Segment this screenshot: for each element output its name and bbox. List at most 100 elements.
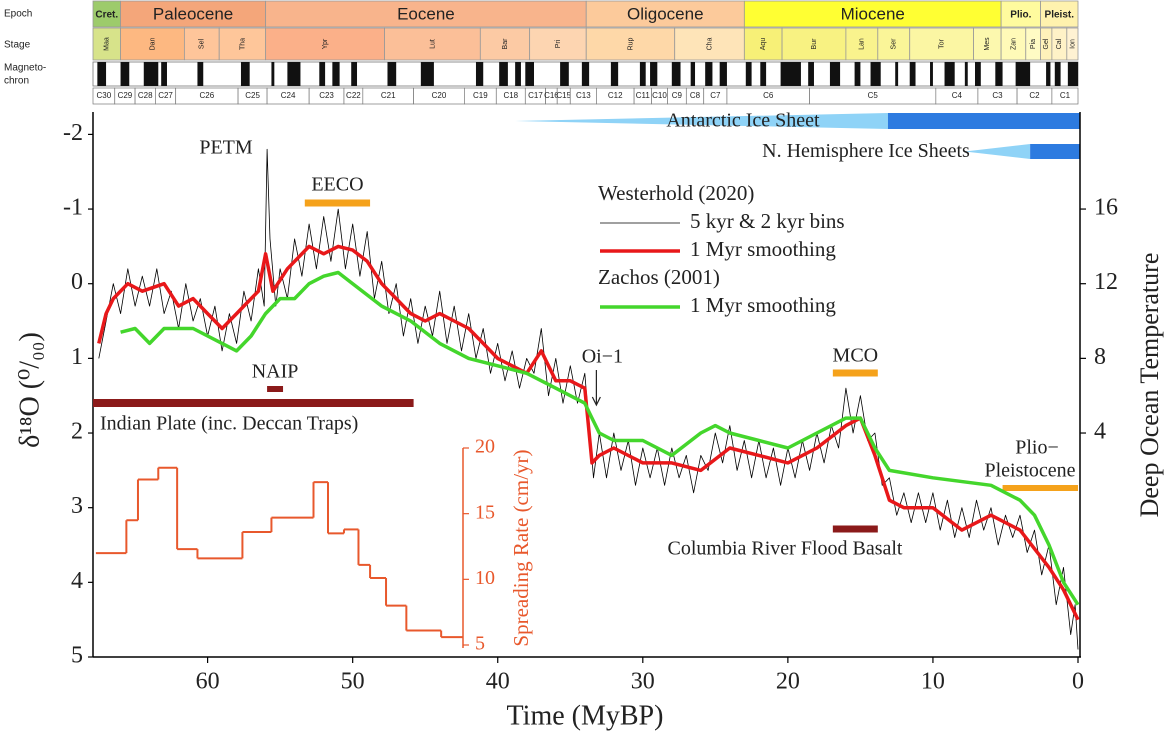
stage-cell bbox=[973, 27, 1002, 61]
normal-polarity bbox=[964, 62, 968, 86]
normal-polarity bbox=[332, 62, 340, 86]
normal-polarity bbox=[475, 62, 484, 86]
stage-cell bbox=[781, 27, 847, 61]
chron-label: C13 bbox=[576, 91, 591, 100]
stage-label: Cha bbox=[706, 37, 713, 50]
event-label: Indian Plate (inc. Deccan Traps) bbox=[100, 413, 358, 435]
event-bar bbox=[93, 399, 414, 407]
chron-label: C22 bbox=[346, 91, 361, 100]
normal-polarity bbox=[975, 62, 981, 86]
epoch-cell bbox=[120, 0, 267, 28]
stage-label: Pri bbox=[555, 39, 562, 48]
stage-label: Dan bbox=[149, 37, 156, 50]
epoch-cell bbox=[1040, 0, 1079, 28]
normal-polarity bbox=[1046, 62, 1051, 86]
stage-cell bbox=[479, 27, 531, 61]
normal-polarity bbox=[760, 62, 767, 86]
chron-label: C26 bbox=[200, 91, 215, 100]
chron-label: C17 bbox=[528, 91, 543, 100]
event-bar bbox=[304, 199, 371, 207]
stage-label: Gel bbox=[1043, 38, 1050, 49]
timescale-row-label: Magneto- bbox=[4, 63, 46, 74]
chron-label: C15 bbox=[556, 91, 571, 100]
epoch-label: Plio. bbox=[1010, 10, 1031, 21]
normal-polarity bbox=[560, 62, 569, 86]
normal-polarity bbox=[1054, 62, 1061, 86]
ice-sheet-growing bbox=[964, 144, 1031, 159]
x-tick-label: 30 bbox=[631, 669, 655, 695]
y-tick-label: -2 bbox=[63, 120, 83, 146]
timescale-row-label: Stage bbox=[4, 40, 31, 51]
chron-label: C6 bbox=[763, 91, 774, 100]
inset-tick-label: 5 bbox=[475, 633, 485, 655]
stage-cell bbox=[265, 27, 385, 61]
chron-label: C10 bbox=[652, 91, 667, 100]
y-tick-label: -1 bbox=[63, 195, 83, 221]
stage-cell bbox=[384, 27, 481, 61]
x-tick-label: 60 bbox=[196, 669, 220, 695]
inset-tick-label: 15 bbox=[475, 501, 495, 523]
epoch-label: Pleist. bbox=[1045, 10, 1075, 21]
normal-polarity bbox=[197, 62, 204, 86]
stage-label: Zan bbox=[1010, 38, 1017, 50]
chron-label: C19 bbox=[473, 91, 488, 100]
stage-label: Lut bbox=[429, 39, 436, 49]
y2-axis-title: Deep Ocean Temperature bbox=[1135, 253, 1164, 518]
normal-polarity bbox=[515, 62, 521, 86]
epoch-cell bbox=[265, 0, 587, 28]
chron-label: C11 bbox=[636, 91, 651, 100]
normal-polarity bbox=[387, 62, 397, 86]
normal-polarity bbox=[1015, 62, 1031, 86]
event-bar bbox=[267, 386, 284, 392]
normal-polarity bbox=[271, 62, 275, 86]
stage-label: Mes bbox=[984, 37, 991, 51]
x-tick-label: 40 bbox=[486, 669, 510, 695]
chron-label: C2 bbox=[1029, 91, 1040, 100]
normal-polarity bbox=[420, 62, 434, 86]
y-tick-label: 0 bbox=[71, 269, 83, 295]
normal-polarity bbox=[930, 62, 933, 86]
normal-polarity bbox=[690, 62, 696, 86]
timescale-row-label: chron bbox=[4, 76, 29, 87]
chron-label: C27 bbox=[158, 91, 173, 100]
normal-polarity bbox=[870, 62, 881, 86]
epoch-cell bbox=[743, 0, 1002, 28]
stage-label: Tha bbox=[239, 38, 246, 50]
chron-label: C3 bbox=[992, 91, 1003, 100]
stage-cell bbox=[845, 27, 879, 61]
normal-polarity bbox=[351, 62, 358, 86]
normal-polarity bbox=[499, 62, 508, 86]
chron-label: C7 bbox=[710, 91, 721, 100]
epoch-label: Oligocene bbox=[627, 4, 704, 23]
chron-label: C5 bbox=[868, 91, 879, 100]
stage-label: Aqu bbox=[760, 38, 767, 51]
y-tick-label: 1 bbox=[71, 344, 83, 370]
ice-sheet-label: Antarctic Ice Sheet bbox=[666, 110, 820, 132]
stage-cell bbox=[1066, 27, 1079, 61]
oi1-arrow-head bbox=[591, 396, 601, 407]
stage-label: Ion bbox=[1069, 39, 1076, 49]
chron-label: C25 bbox=[245, 91, 260, 100]
normal-polarity bbox=[719, 62, 727, 86]
legend-label: 1 Myr smoothing bbox=[690, 237, 836, 261]
event-label: EECO bbox=[311, 174, 363, 196]
event-bar bbox=[832, 525, 878, 533]
normal-polarity bbox=[780, 62, 801, 86]
normal-polarity bbox=[161, 62, 167, 86]
stage-label: Sel bbox=[199, 39, 206, 50]
event-label: NAIP bbox=[252, 361, 299, 383]
normal-polarity bbox=[829, 62, 841, 86]
event-label: Columbia River Flood Basalt bbox=[668, 538, 903, 560]
timescale-row-label: Epoch bbox=[4, 9, 32, 20]
x-tick-label: 50 bbox=[341, 669, 365, 695]
y-tick-label: 4 bbox=[71, 568, 83, 594]
epoch-label: Miocene bbox=[841, 4, 905, 23]
stage-cell bbox=[92, 27, 121, 61]
epoch-label: Cret. bbox=[95, 10, 118, 21]
normal-polarity bbox=[120, 62, 130, 86]
chron-label: C30 bbox=[97, 91, 112, 100]
legend-label: 5 kyr & 2 kyr bins bbox=[690, 209, 845, 233]
epoch-label: Eocene bbox=[397, 4, 455, 23]
